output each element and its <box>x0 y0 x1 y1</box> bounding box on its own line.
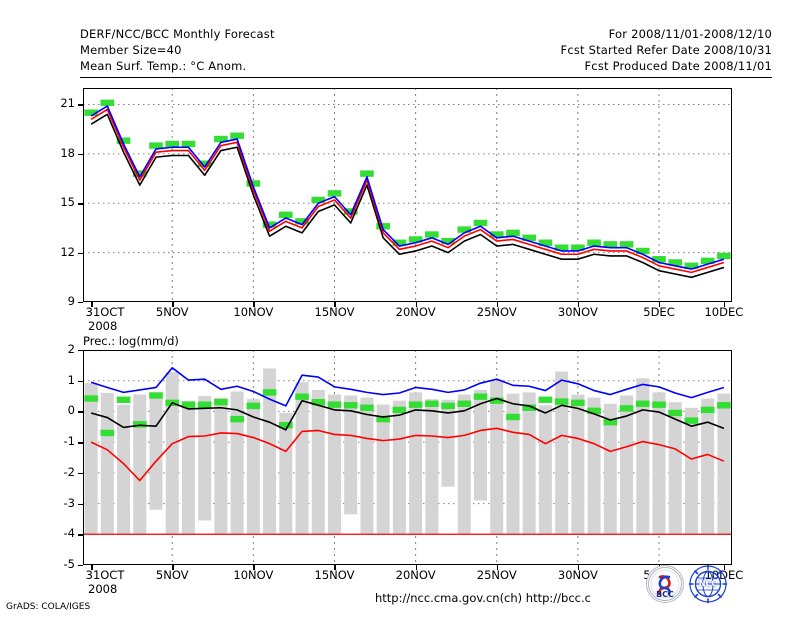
y-tick-mark <box>78 534 83 536</box>
forecast-start-date-text: Fcst Started Refer Date 2008/10/31 <box>560 43 772 57</box>
x-tick-label: 20NOV <box>395 305 436 319</box>
x-tick-mark <box>172 302 174 307</box>
y-tick-mark <box>78 380 83 383</box>
forecast-produced-date-text: Fcst Produced Date 2008/11/01 <box>584 59 772 73</box>
x-tick-label: 5NOV <box>155 305 189 319</box>
y-tick-mark <box>78 503 83 505</box>
temperature-chart-panel <box>83 88 732 302</box>
x-tick-mark <box>91 302 93 307</box>
x-tick-label: 20NOV <box>395 568 436 582</box>
y-tick-label: 15 <box>60 195 75 210</box>
x-tick-mark <box>91 565 93 570</box>
grads-credit: GrADS: COLA/IGES <box>6 602 91 612</box>
x-tick-mark <box>577 565 580 570</box>
temperature-plot-frame <box>83 88 732 302</box>
x-tick-label: 10NOV <box>233 305 274 319</box>
report-title: DERF/NCC/BCC Monthly Forecast <box>80 27 275 41</box>
x-tick-label: 30NOV <box>557 568 598 582</box>
x-tick-mark <box>658 302 661 307</box>
x-tick-label: 25NOV <box>476 305 517 319</box>
x-tick-mark <box>253 565 255 570</box>
x-tick-label: 31OCT <box>85 305 125 319</box>
x-tick-mark <box>334 302 336 307</box>
y-tick-mark <box>78 153 83 156</box>
x-axis-year-label: 2008 <box>88 582 118 596</box>
x-tick-label: 10DEC <box>704 305 744 319</box>
x-tick-mark <box>253 302 255 307</box>
y-tick-label: 18 <box>60 145 75 160</box>
x-tick-label: 5NOV <box>155 568 189 582</box>
variable-label: Mean Surf. Temp.: °C Anom. <box>80 59 247 73</box>
x-tick-mark <box>723 565 726 570</box>
x-tick-mark <box>172 565 174 570</box>
temperature-plot-svg <box>83 88 732 302</box>
bcc-logo-label: BCC <box>656 590 674 599</box>
header-right-block: For 2008/11/01-2008/12/10 Fcst Started R… <box>561 26 773 74</box>
x-tick-mark <box>415 565 417 570</box>
header-divider <box>80 77 772 78</box>
x-tick-label: 25NOV <box>476 568 517 582</box>
precipitation-plot-svg <box>83 350 732 565</box>
y-tick-label: 2 <box>67 342 75 356</box>
footer-urls[interactable]: http://ncc.cma.gov.cn(ch) http://bcc.c <box>375 591 591 605</box>
y-tick-label: -4 <box>63 526 75 541</box>
x-tick-mark <box>496 565 499 570</box>
y-tick-label: 12 <box>60 244 75 259</box>
y-tick-mark <box>78 203 83 205</box>
forecast-period-text: For 2008/11/01-2008/12/10 <box>608 27 772 41</box>
precipitation-axis-title: Prec.: log(mm/d) <box>83 334 179 348</box>
member-size-text: Member Size=40 <box>80 43 182 57</box>
y-tick-mark <box>78 104 83 106</box>
x-tick-label: 31OCT <box>85 568 125 582</box>
y-tick-mark <box>78 302 83 304</box>
y-tick-label: 1 <box>67 372 75 387</box>
y-tick-mark <box>78 252 83 254</box>
x-tick-mark <box>496 302 499 307</box>
x-tick-label: 15NOV <box>314 568 355 582</box>
x-tick-label: 10NOV <box>233 568 274 582</box>
precipitation-chart-panel <box>83 350 732 565</box>
y-tick-label: -3 <box>63 495 75 510</box>
y-tick-mark <box>78 411 83 413</box>
y-tick-label: 21 <box>60 96 75 111</box>
ncc-logo: NCC <box>688 564 728 604</box>
ncc-logo-label: NCC <box>698 579 718 588</box>
x-axis-year-label: 2008 <box>88 319 118 333</box>
x-tick-label: 5DEC <box>643 305 675 319</box>
x-tick-mark <box>334 565 336 570</box>
x-tick-label: 15NOV <box>314 305 355 319</box>
y-tick-label: -1 <box>63 434 75 449</box>
bcc-logo: BCC <box>646 565 684 603</box>
y-tick-mark <box>78 442 83 444</box>
y-tick-mark <box>78 472 83 475</box>
x-tick-mark <box>415 302 417 307</box>
x-tick-mark <box>723 302 726 307</box>
y-tick-label: -5 <box>63 557 75 571</box>
y-tick-label: 0 <box>67 403 75 418</box>
x-tick-mark <box>577 302 580 307</box>
y-tick-label: -2 <box>63 464 75 479</box>
x-tick-label: 30NOV <box>557 305 598 319</box>
y-tick-mark <box>78 350 83 352</box>
precipitation-plot-frame <box>83 350 732 565</box>
header-left-block: DERF/NCC/BCC Monthly Forecast Member Siz… <box>80 26 275 74</box>
y-tick-label: 9 <box>67 294 75 308</box>
y-tick-mark <box>78 565 83 567</box>
